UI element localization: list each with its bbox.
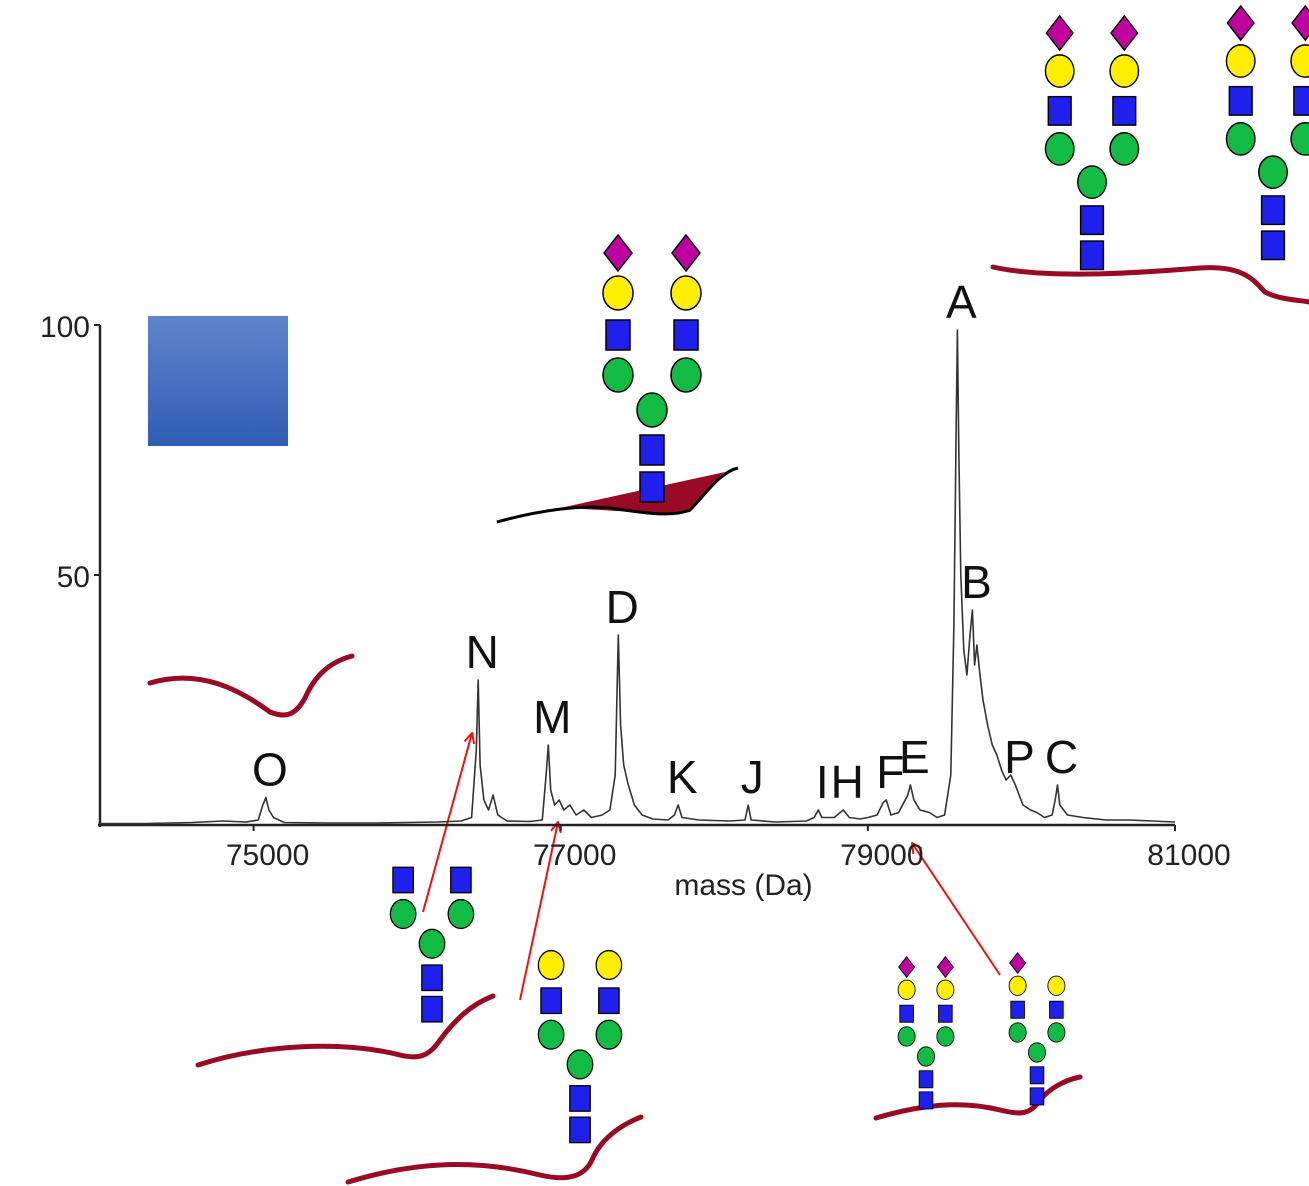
glycans: [390, 6, 1309, 1143]
peak-label: K: [667, 751, 698, 803]
peak-label: A: [946, 276, 977, 328]
x-tick-label: 77000: [533, 839, 616, 872]
peak-label: O: [252, 744, 288, 796]
peak-label: B: [961, 556, 992, 608]
peak-label: C: [1045, 731, 1078, 783]
peak-label: M: [533, 691, 571, 743]
y-tick-label: 100: [40, 311, 90, 344]
x-tick-label: 81000: [1147, 839, 1230, 872]
x-tick-label: 75000: [226, 839, 309, 872]
x-axis-label: mass (Da): [674, 869, 812, 902]
peak-label: H: [831, 756, 864, 808]
y-tick-label: 50: [57, 561, 90, 594]
legend-swatch: [148, 316, 288, 446]
peak-label: E: [899, 731, 930, 783]
chart: 50 100 75000 77000 79000 81000 mass (Da) O NM D KJ…: [0, 0, 1309, 1186]
peak-label: I: [816, 756, 829, 808]
peak-label: J: [741, 751, 764, 803]
protein-backbones: [150, 267, 1309, 1182]
peak-label: N: [466, 626, 499, 678]
peak-label: P: [1004, 731, 1035, 783]
peak-label: D: [606, 581, 639, 633]
x-tick-label: 79000: [840, 839, 923, 872]
